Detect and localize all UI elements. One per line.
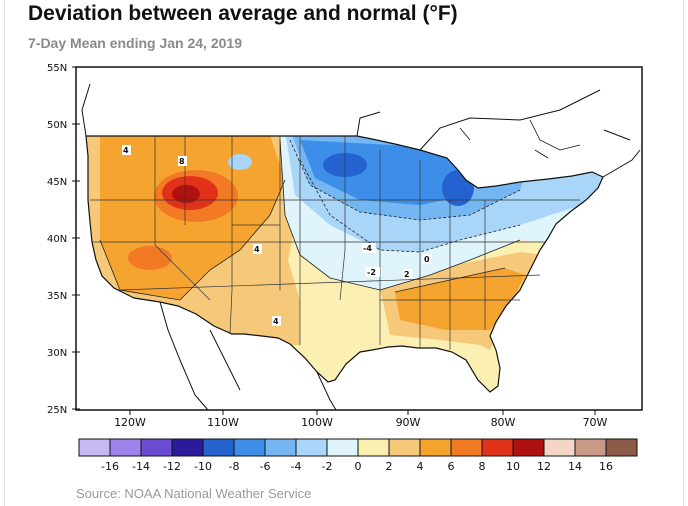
contour-label-group: 4 8 4 4 -4 -2 2 0 [122, 145, 432, 326]
latitude-label: 25N [47, 405, 67, 416]
longitude-label: 120W [114, 416, 146, 429]
legend-swatch [419, 438, 452, 457]
legend-label: 14 [568, 460, 582, 473]
longitude-label: 70W [583, 416, 608, 429]
legend-swatch [202, 438, 235, 457]
legend-label: 10 [506, 460, 520, 473]
longitude-label: 90W [396, 416, 421, 429]
contour-label: 4 [123, 146, 129, 155]
contour-label: -2 [367, 268, 376, 277]
latitude-label: 55N [47, 63, 67, 74]
positive-contours [99, 139, 521, 301]
legend-swatch [543, 438, 576, 457]
legend-label: -8 [229, 460, 240, 473]
legend-label: 8 [479, 460, 486, 473]
legend-label: -6 [260, 460, 271, 473]
longitude-axis: 120W 110W 100W 90W 80W 70W [114, 410, 608, 429]
legend-swatch [109, 438, 142, 457]
contour-label: 4 [254, 245, 260, 254]
legend-label: 4 [417, 460, 424, 473]
legend-swatch [481, 438, 514, 457]
contour-label: -4 [363, 244, 372, 253]
legend-labels: -16 -14 -12 -10 -8 -6 -4 -2 0 2 4 6 8 10 12 14 16 [101, 460, 613, 473]
latitude-axis: 55N 50N 45N 40N 35N 30N 25N [47, 63, 80, 416]
legend-swatch [233, 438, 266, 457]
legend-swatch [574, 438, 607, 457]
legend-label: -4 [291, 460, 302, 473]
legend-swatch [605, 438, 638, 457]
frame-right-line [683, 0, 684, 506]
legend-color-bar [78, 438, 638, 457]
frame-left-line [4, 0, 5, 506]
latitude-label: 45N [47, 177, 67, 188]
great-lakes-outline [459, 119, 581, 159]
contour-label: 2 [404, 270, 410, 279]
page-title: Deviation between average and normal (°F… [28, 2, 458, 25]
latitude-label: 30N [47, 348, 67, 359]
legend-swatch [78, 438, 111, 457]
mexico-coastline [159, 301, 337, 411]
latitude-label: 35N [47, 291, 67, 302]
legend-swatch [512, 438, 545, 457]
legend-label: 12 [537, 460, 551, 473]
legend-label: -16 [101, 460, 119, 473]
latitude-label: 40N [47, 234, 67, 245]
legend-label: -10 [194, 460, 212, 473]
contour-label: 0 [424, 255, 430, 264]
legend-label: 16 [599, 460, 613, 473]
us-outline [85, 135, 604, 393]
legend-label: -14 [132, 460, 150, 473]
legend-label: 2 [386, 460, 393, 473]
negative-contours [289, 139, 521, 253]
canada-coastline [81, 83, 641, 178]
legend-swatch [264, 438, 297, 457]
legend-swatch [450, 438, 483, 457]
source-note: Source: NOAA National Weather Service [76, 486, 312, 501]
legend-label: -2 [322, 460, 333, 473]
legend-swatch [388, 438, 421, 457]
latitude-label: 50N [47, 120, 67, 131]
legend-swatch [140, 438, 173, 457]
legend-label: -12 [163, 460, 181, 473]
contour-label: 8 [179, 157, 185, 166]
legend-swatch [357, 438, 390, 457]
longitude-label: 100W [301, 416, 333, 429]
page-subtitle: 7-Day Mean ending Jan 24, 2019 [28, 35, 242, 51]
legend-label: 0 [355, 460, 362, 473]
longitude-label: 110W [207, 416, 239, 429]
legend-swatch [171, 438, 204, 457]
state-borders [90, 136, 580, 350]
contour-label: 4 [273, 317, 279, 326]
longitude-label: 80W [491, 416, 516, 429]
legend-swatch [326, 438, 359, 457]
legend-swatch [295, 438, 328, 457]
legend-label: 6 [448, 460, 455, 473]
